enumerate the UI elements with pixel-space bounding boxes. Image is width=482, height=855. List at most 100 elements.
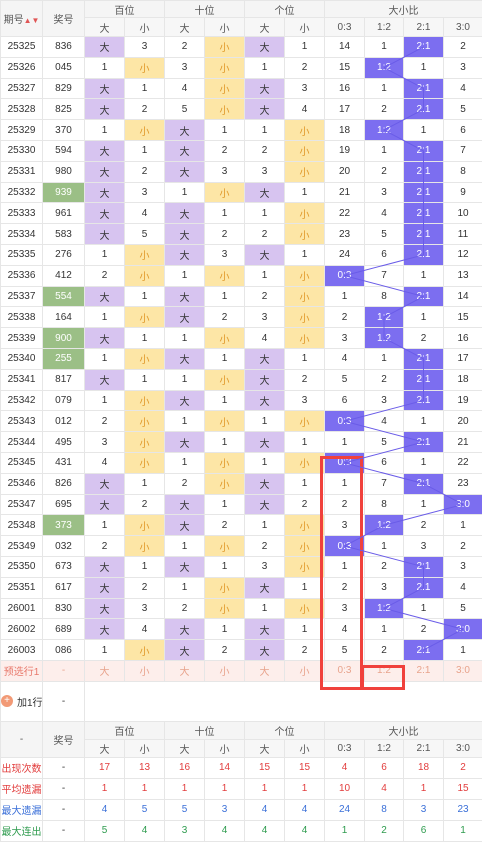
data-cell: 小 bbox=[284, 202, 325, 225]
group-ratio: 大小比 bbox=[324, 0, 482, 19]
data-cell: 2 bbox=[443, 535, 482, 557]
data-cell: 小 bbox=[124, 56, 165, 79]
data-cell: 20 bbox=[324, 160, 365, 183]
period-cell: 25333 bbox=[0, 202, 43, 225]
data-cell: 1 bbox=[204, 202, 245, 225]
data-cell: 小 bbox=[284, 597, 325, 620]
data-cell: 小 bbox=[124, 243, 165, 266]
stat-value: 4 bbox=[364, 777, 404, 800]
data-cell: 3 bbox=[284, 77, 325, 100]
period-cell: 25351 bbox=[0, 576, 43, 599]
data-cell: 2 bbox=[204, 514, 245, 537]
sort-icon[interactable]: ▲▼ bbox=[23, 16, 40, 25]
award-cell: 012 bbox=[42, 410, 85, 433]
table-row: 26002 689 大 4 大 1 大 1 4 1 2 3:0 bbox=[0, 618, 482, 641]
plus-icon[interactable]: + bbox=[1, 695, 13, 708]
data-cell: 1 bbox=[364, 77, 404, 100]
data-cell: 2:1 bbox=[403, 347, 444, 370]
data-cell: 17 bbox=[443, 347, 482, 370]
data-cell: 3 bbox=[124, 597, 165, 620]
preselect-option[interactable]: 小 bbox=[204, 659, 245, 682]
data-cell: 2 bbox=[364, 160, 404, 183]
preselect-option[interactable]: 0:3 bbox=[324, 659, 365, 682]
data-cell: 5 bbox=[364, 431, 404, 453]
data-cell: 1 bbox=[124, 77, 165, 100]
data-cell: 2 bbox=[244, 285, 285, 308]
period-cell: 25347 bbox=[0, 493, 43, 516]
data-cell: 9 bbox=[443, 181, 482, 204]
preselect-option[interactable]: 1:2 bbox=[364, 659, 404, 682]
data-cell: 1 bbox=[364, 618, 404, 641]
stat-value: 6 bbox=[403, 819, 444, 842]
stat-value: 18 bbox=[403, 756, 444, 779]
data-cell: 1 bbox=[284, 472, 325, 495]
data-cell: 大 bbox=[244, 389, 285, 412]
data-cell: 4 bbox=[284, 98, 325, 121]
stat-value: 3 bbox=[403, 798, 444, 821]
table-row: 25328 825 大 2 5 小大 4 17 2 2:1 5 bbox=[0, 98, 482, 121]
data-cell: 2:1 bbox=[403, 472, 444, 495]
data-cell: 7 bbox=[364, 472, 404, 495]
add-row-button[interactable]: + 加1行 bbox=[0, 680, 43, 722]
data-cell: 2:1 bbox=[403, 368, 444, 391]
data-cell: 小 bbox=[204, 181, 245, 204]
data-cell: 2:1 bbox=[403, 36, 444, 58]
preselect-option[interactable]: 大 bbox=[164, 659, 205, 682]
data-cell: 1 bbox=[164, 368, 205, 391]
footer-group: 十位 bbox=[164, 720, 245, 740]
data-cell: 大 bbox=[84, 618, 125, 641]
preselect-option[interactable]: 3:0 bbox=[443, 659, 482, 682]
data-cell: 小 bbox=[124, 264, 165, 287]
period-cell: 25327 bbox=[0, 77, 43, 100]
data-cell: 1 bbox=[84, 639, 125, 661]
data-cell: 2 bbox=[364, 368, 404, 391]
table-row: 25335 276 1 小大 3 大 1 24 6 2:1 12 bbox=[0, 243, 482, 266]
data-cell: 5 bbox=[364, 223, 404, 245]
data-cell: 2 bbox=[204, 139, 245, 162]
stat-value: 4 bbox=[84, 798, 125, 821]
period-cell: 25341 bbox=[0, 368, 43, 391]
data-cell: 21 bbox=[324, 181, 365, 204]
preselect-row[interactable]: 预选行1- 大小大小大小 0:3 1:2 2:1 3:0 bbox=[0, 659, 482, 682]
data-cell: 0:3 bbox=[324, 264, 365, 287]
preselect-option[interactable]: 大 bbox=[244, 659, 285, 682]
stat-award: - bbox=[42, 777, 85, 800]
data-cell: 小 bbox=[284, 306, 325, 329]
table-row: 25326 045 1 小 3 小 1 2 15 1:2 1 3 bbox=[0, 56, 482, 79]
data-cell: 1 bbox=[244, 202, 285, 225]
data-cell: 大 bbox=[244, 181, 285, 204]
preselect-option[interactable]: 大 bbox=[84, 659, 125, 682]
data-cell: 1 bbox=[84, 347, 125, 370]
data-cell: 2 bbox=[164, 472, 205, 495]
preselect-option[interactable]: 2:1 bbox=[403, 659, 444, 682]
data-cell: 小 bbox=[204, 597, 245, 620]
data-cell: 16 bbox=[443, 327, 482, 349]
subheader-cell: 小 bbox=[124, 17, 165, 37]
period-header[interactable]: 期号▲▼ bbox=[0, 0, 43, 37]
data-cell: 23 bbox=[324, 223, 365, 245]
add-row-award: - bbox=[42, 680, 85, 722]
add-row-label: 加1行 bbox=[17, 697, 43, 709]
data-cell: 小 bbox=[124, 410, 165, 433]
data-cell: 0:3 bbox=[324, 535, 365, 557]
data-cell: 3 bbox=[324, 514, 365, 537]
group-hundreds: 百位 bbox=[84, 0, 165, 19]
data-cell: 22 bbox=[324, 202, 365, 225]
data-cell: 3 bbox=[284, 389, 325, 412]
data-cell: 3 bbox=[124, 181, 165, 204]
data-cell: 小 bbox=[124, 389, 165, 412]
data-cell: 20 bbox=[443, 410, 482, 433]
data-cell: 2 bbox=[324, 493, 365, 516]
preselect-option[interactable]: 小 bbox=[284, 659, 325, 682]
data-cell: 11 bbox=[443, 223, 482, 245]
data-cell: 小 bbox=[204, 56, 245, 79]
preselect-option[interactable]: 小 bbox=[124, 659, 165, 682]
footer-award: 奖号 bbox=[42, 720, 85, 758]
data-cell: 1 bbox=[244, 264, 285, 287]
award-cell: 086 bbox=[42, 639, 85, 661]
footer-group: 百位 bbox=[84, 720, 165, 740]
award-header: 奖号 bbox=[42, 0, 85, 37]
data-cell: 1 bbox=[284, 618, 325, 641]
data-cell: 1:2 bbox=[364, 306, 404, 329]
data-cell: 5 bbox=[443, 597, 482, 620]
